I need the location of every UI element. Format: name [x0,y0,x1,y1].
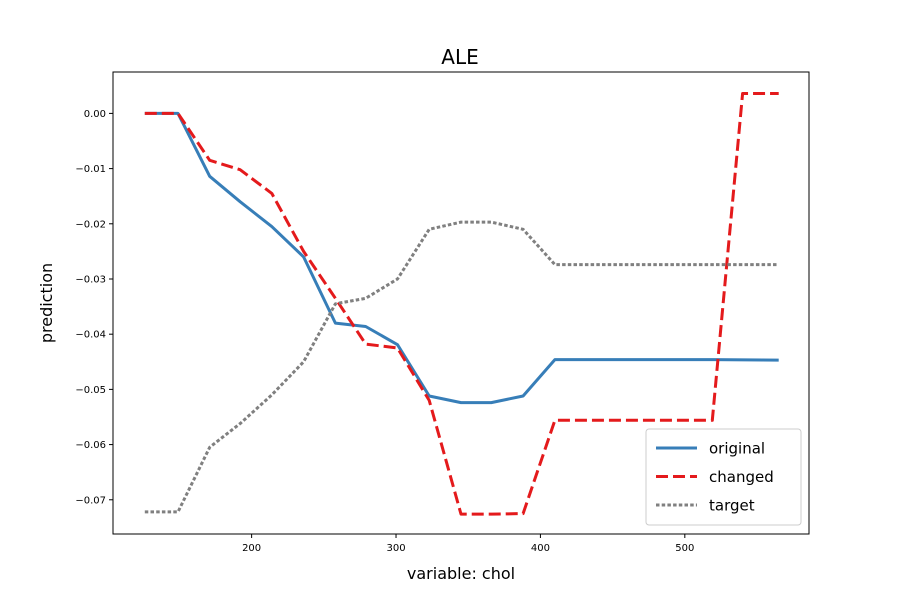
chart-title: ALE [441,45,478,69]
x-tick-label: 500 [675,543,694,554]
y-tick-label: −0.05 [75,385,106,396]
y-tick-label: −0.01 [75,164,106,175]
y-tick-label: −0.07 [75,495,106,506]
series-line-changed [144,92,779,516]
x-axis: 200 300 400 500 [242,534,694,554]
legend-label-changed: changed [709,468,774,486]
legend-label-original: original [709,440,765,458]
x-tick-label: 300 [386,543,405,554]
y-tick-label: −0.06 [75,440,106,451]
y-axis: 0.00 −0.01 −0.02 −0.03 −0.04 −0.05 −0.06 −0.07 [75,109,113,506]
y-tick-label: −0.04 [75,330,106,341]
x-tick-label: 200 [242,543,261,554]
series-line-target [144,220,779,514]
series-line-original [144,111,779,405]
y-tick-label: 0.00 [84,109,106,120]
legend: original changed target [645,428,802,526]
legend-label-target: target [709,497,755,515]
x-tick-label: 400 [531,543,550,554]
legend-box [645,428,802,526]
y-tick-label: −0.02 [75,219,106,230]
x-axis-label: variable: chol [407,564,515,583]
y-axis-label: prediction [37,263,56,343]
y-tick-label: −0.03 [75,274,106,285]
series-group [144,92,779,516]
plot-frame [112,71,810,535]
